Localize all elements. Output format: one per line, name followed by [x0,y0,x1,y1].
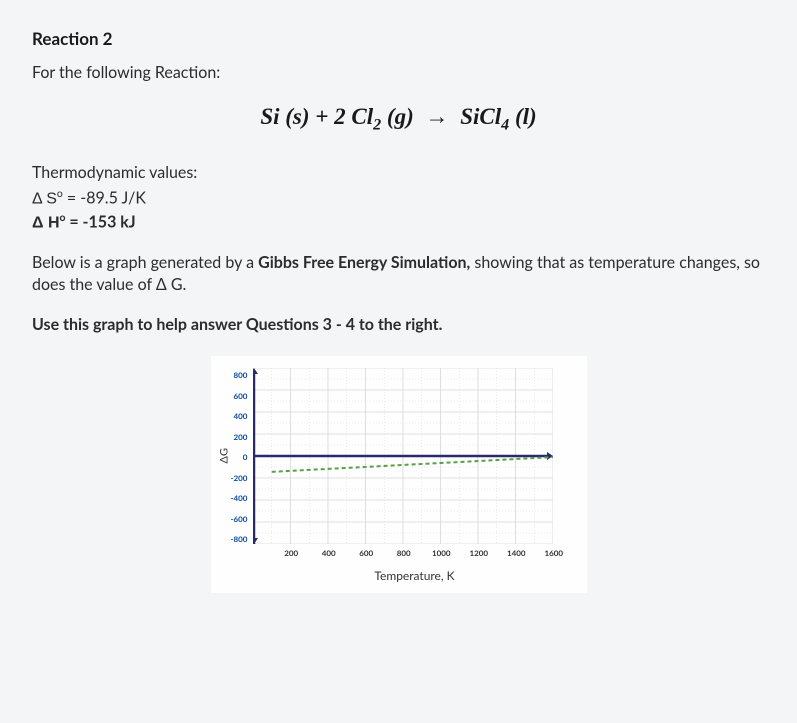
gibbs-chart: ΔG 8006004002000-200-400-600-800 2004006… [32,356,765,593]
graph-description: Below is a graph generated by a Gibbs Fr… [32,252,765,295]
chemical-equation: Si (s) + 2 Cl2 (g) → SiCl4 (l) [32,104,765,135]
intro-text: For the following Reaction: [32,63,765,82]
thermo-values-label: Thermodynamic values: [32,163,765,182]
x-axis-ticks: 2004006008001000120014001600 [273,544,573,558]
reactant-si: Si (s) [260,104,309,129]
y-axis-ticks: 8006004002000-200-400-600-800 [231,368,248,544]
instruction-text: Use this graph to help answer Questions … [32,315,765,334]
delta-h-value: Δ Ho = -153 kJ [32,212,765,232]
plot-area [253,368,553,544]
delta-s-value: Δ So = -89.5 J/K [32,188,765,208]
reaction-arrow: → [425,104,448,129]
x-axis-label: Temperature, K [217,568,573,583]
reaction-title: Reaction 2 [32,28,765,49]
y-axis-label: ΔG [217,449,230,463]
